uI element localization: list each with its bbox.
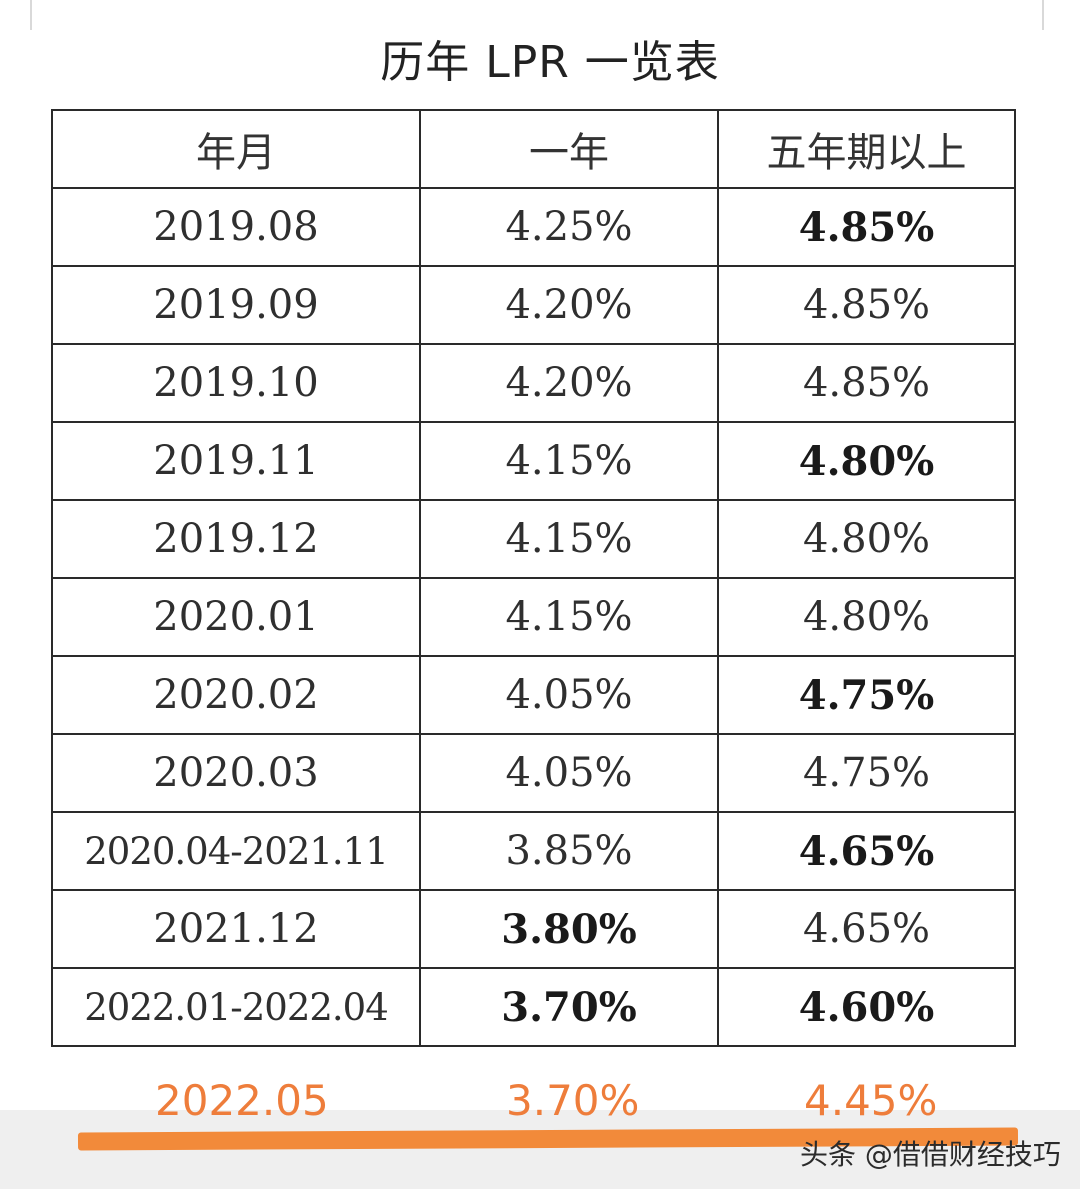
cell-date: 2020.04-2021.11 — [51, 811, 421, 891]
cell-date: 2021.12 — [51, 889, 421, 969]
table-row: 2020.02 4.05% 4.75% — [51, 655, 1016, 735]
cell-one-year: 4.25% — [419, 187, 719, 267]
cell-one-year: 4.20% — [419, 343, 719, 423]
cell-one-year: 3.80% — [419, 889, 719, 969]
table-row: 2020.01 4.15% 4.80% — [51, 577, 1016, 657]
table-row: 2019.11 4.15% 4.80% — [51, 421, 1016, 501]
header-one-year: 一年 — [419, 109, 719, 189]
new-row-one-year: 3.70% — [506, 1076, 640, 1125]
table-title: 历年 LPR 一览表 — [380, 37, 720, 88]
cell-five-year: 4.80% — [717, 499, 1016, 579]
cell-one-year: 4.05% — [419, 655, 719, 735]
cell-date: 2022.01-2022.04 — [51, 967, 421, 1047]
cell-one-year: 3.70% — [419, 967, 719, 1047]
cell-one-year: 4.20% — [419, 265, 719, 345]
cell-one-year: 4.15% — [419, 421, 719, 501]
new-row-date: 2022.05 — [155, 1076, 329, 1125]
cell-five-year: 4.75% — [717, 655, 1016, 735]
cell-date: 2019.11 — [51, 421, 421, 501]
cell-one-year: 4.15% — [419, 499, 719, 579]
cell-date: 2020.01 — [51, 577, 421, 657]
cell-date: 2020.02 — [51, 655, 421, 735]
table-header-row: 年月 一年 五年期以上 — [51, 109, 1016, 189]
cell-five-year: 4.85% — [717, 187, 1016, 267]
right-edge-line — [1042, 0, 1044, 30]
cell-five-year: 4.85% — [717, 265, 1016, 345]
table-row: 2019.08 4.25% 4.85% — [51, 187, 1016, 267]
cell-five-year: 4.65% — [717, 811, 1016, 891]
cell-date: 2020.03 — [51, 733, 421, 813]
table-row: 2019.12 4.15% 4.80% — [51, 499, 1016, 579]
lpr-table: 年月 一年 五年期以上 2019.08 4.25% 4.85% 2019.09 4.20… — [51, 109, 1016, 1047]
cell-one-year: 4.05% — [419, 733, 719, 813]
watermark: 头条 @借借财经技巧 — [800, 1138, 1061, 1171]
table-row: 2020.04-2021.11 3.85% 4.65% — [51, 811, 1016, 891]
cell-five-year: 4.80% — [717, 421, 1016, 501]
cell-five-year: 4.85% — [717, 343, 1016, 423]
cell-five-year: 4.80% — [717, 577, 1016, 657]
table-row: 2021.12 3.80% 4.65% — [51, 889, 1016, 969]
table-row: 2020.03 4.05% 4.75% — [51, 733, 1016, 813]
table-row: 2019.09 4.20% 4.85% — [51, 265, 1016, 345]
cell-five-year: 4.60% — [717, 967, 1016, 1047]
table-row: 2022.01-2022.04 3.70% 4.60% — [51, 967, 1016, 1047]
cell-five-year: 4.75% — [717, 733, 1016, 813]
cell-date: 2019.08 — [51, 187, 421, 267]
header-date: 年月 — [51, 109, 421, 189]
header-five-year: 五年期以上 — [717, 109, 1016, 189]
cell-date: 2019.10 — [51, 343, 421, 423]
cell-five-year: 4.65% — [717, 889, 1016, 969]
cell-one-year: 4.15% — [419, 577, 719, 657]
cell-one-year: 3.85% — [419, 811, 719, 891]
new-row-five-year: 4.45% — [804, 1076, 938, 1125]
cell-date: 2019.09 — [51, 265, 421, 345]
cell-date: 2019.12 — [51, 499, 421, 579]
table-row: 2019.10 4.20% 4.85% — [51, 343, 1016, 423]
left-edge-line — [30, 0, 32, 30]
